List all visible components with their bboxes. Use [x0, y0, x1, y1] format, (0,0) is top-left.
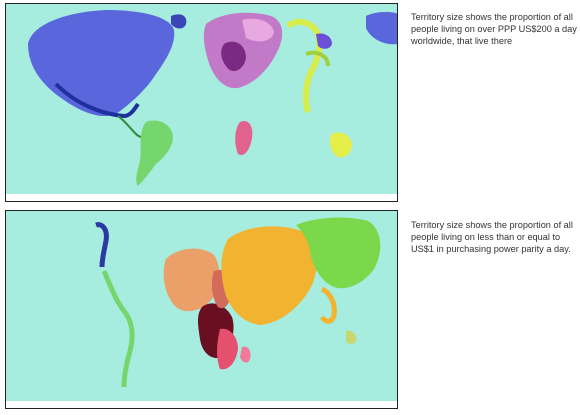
- southern-africa-shape: [217, 328, 238, 370]
- south-asia-shape: [221, 226, 318, 325]
- southeast-asia-shape: [319, 286, 337, 324]
- poor-population-map: [5, 210, 398, 409]
- west-africa-shape: [163, 248, 220, 312]
- scandinavia-shape: [242, 18, 274, 42]
- top-map-caption: Territory size shows the proportion of a…: [411, 12, 577, 46]
- rich-map-svg: [6, 4, 397, 201]
- japan-shape: [316, 33, 332, 49]
- rich-population-map: [5, 3, 398, 202]
- middle-east-shape: [305, 50, 330, 67]
- south-america-shape: [136, 120, 173, 186]
- central-europe-shape: [221, 41, 246, 72]
- antarctica-edge: [6, 194, 397, 201]
- antarctica-edge: [6, 401, 397, 408]
- poor-map-svg: [6, 211, 397, 408]
- north-america-coastline: [54, 82, 140, 119]
- east-asia-shape: [296, 217, 381, 289]
- africa-shape: [235, 120, 253, 156]
- asia-shape: [286, 18, 323, 113]
- greenland-shape: [171, 14, 187, 29]
- east-russia-shape: [366, 12, 397, 45]
- australia-shape: [329, 132, 352, 158]
- bottom-map-caption: Territory size shows the proportion of a…: [411, 220, 573, 254]
- north-america-shape: [95, 222, 109, 268]
- madagascar-shape: [240, 346, 251, 363]
- indonesia-shape: [346, 330, 357, 344]
- south-america-shape: [101, 270, 135, 388]
